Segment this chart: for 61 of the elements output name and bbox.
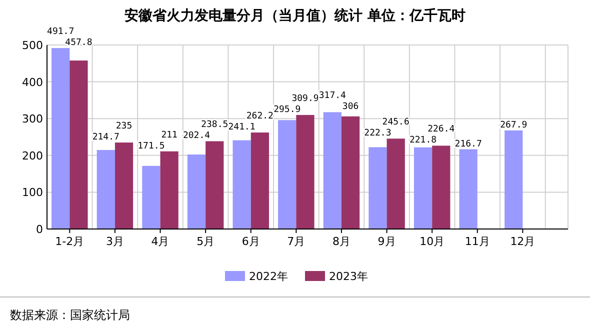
bar	[504, 130, 523, 229]
x-tick-label: 6月	[242, 235, 260, 248]
bar	[323, 112, 342, 229]
bar	[414, 147, 432, 229]
data-label: 238.5	[201, 120, 228, 130]
y-tick-label: 200	[22, 149, 43, 162]
chart-title: 安徽省火力发电量分月（当月值）统计 单位：亿千瓦时	[124, 7, 466, 24]
x-tick-label: 1-2月	[55, 235, 84, 248]
bar	[52, 48, 70, 229]
bar	[278, 120, 296, 229]
legend-label: 2023年	[329, 270, 368, 283]
bar	[70, 60, 88, 229]
bar	[142, 166, 160, 229]
bar	[232, 140, 251, 229]
bar	[206, 141, 224, 229]
data-label: 295.9	[274, 104, 301, 115]
source-note: 数据来源：国家统计局	[10, 308, 130, 322]
x-tick-label: 9月	[378, 235, 396, 248]
data-label: 235	[116, 122, 132, 132]
data-label: 309.9	[292, 94, 319, 104]
bar	[368, 147, 387, 229]
y-tick-label: 0	[36, 223, 43, 236]
bar	[114, 142, 134, 229]
data-label: 241.1	[228, 122, 256, 132]
data-label: 317.4	[318, 91, 346, 102]
x-tick-label: 5月	[196, 235, 215, 248]
legend-label: 2022年	[249, 270, 288, 283]
bar	[432, 146, 450, 229]
x-tick-label: 8月	[332, 235, 350, 248]
y-tick-label: 500	[22, 39, 43, 52]
data-label: 222.3	[364, 128, 392, 139]
bar	[459, 149, 478, 229]
y-tick-label: 100	[22, 186, 43, 200]
data-label: 171.5	[138, 141, 165, 152]
bar	[296, 114, 314, 229]
bar	[386, 138, 405, 229]
data-label: 216.7	[454, 139, 482, 150]
bar	[341, 116, 360, 229]
data-label: 221.8	[409, 136, 437, 146]
y-tick-label: 400	[22, 76, 43, 89]
data-label: 214.7	[92, 132, 120, 143]
x-tick-label: 3月	[106, 235, 124, 248]
data-label: 491.7	[47, 27, 74, 38]
data-label: 306	[342, 102, 359, 112]
data-label: 457.8	[65, 38, 92, 48]
data-label: 267.9	[500, 120, 528, 130]
bar	[250, 132, 269, 229]
data-label: 245.6	[382, 118, 410, 128]
data-label: 262.2	[246, 112, 274, 122]
x-tick-label: 11月	[464, 235, 490, 248]
bar	[96, 150, 115, 229]
data-label: 202.4	[182, 131, 210, 142]
x-tick-label: 7月	[287, 235, 306, 248]
x-tick-label: 10月	[420, 235, 445, 248]
bar	[187, 154, 206, 229]
x-tick-label: 12月	[510, 235, 536, 248]
x-tick-label: 4月	[151, 235, 170, 248]
data-label: 226.4	[428, 124, 455, 135]
bar	[160, 151, 178, 229]
data-label: 211	[161, 130, 178, 140]
y-tick-label: 300	[22, 112, 43, 126]
